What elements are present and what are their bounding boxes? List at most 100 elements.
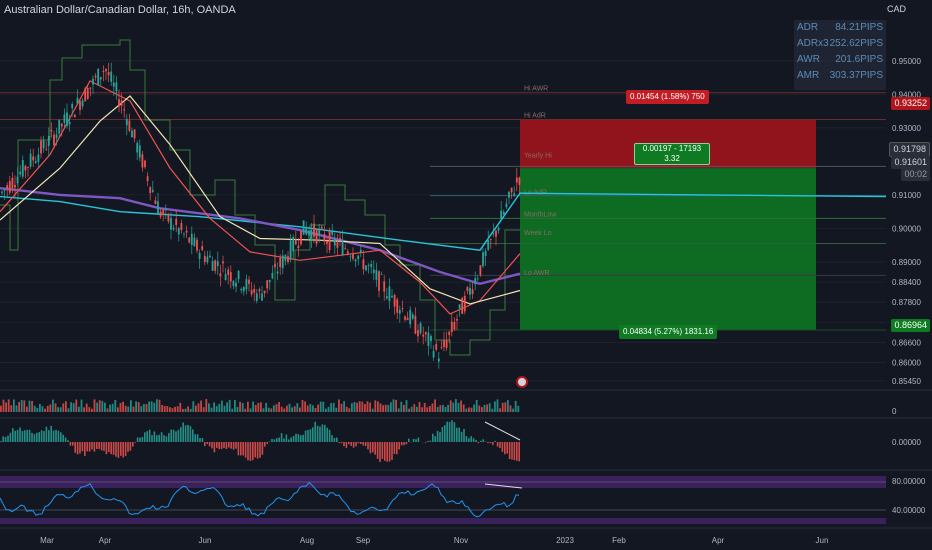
candle-body xyxy=(149,186,152,194)
volume-bar xyxy=(247,401,249,412)
level-label: Hi AWR xyxy=(524,86,548,93)
candle xyxy=(463,291,466,315)
oscillator-bar xyxy=(228,442,230,448)
candle-body xyxy=(110,71,113,82)
candle-body xyxy=(388,286,391,302)
oscillator-bar xyxy=(148,429,151,442)
time-tick-label: Aug xyxy=(300,536,314,545)
oscillator-bar xyxy=(460,431,463,442)
candle-body xyxy=(268,279,271,283)
volume-bar xyxy=(392,399,395,412)
oscillator-bar xyxy=(242,442,244,456)
volume-bar xyxy=(405,400,408,412)
candle xyxy=(29,148,32,169)
volume-bar xyxy=(49,404,52,412)
candle-body xyxy=(209,255,211,258)
oscillator-bar xyxy=(405,442,408,445)
candle-body xyxy=(203,255,206,262)
candle-body xyxy=(424,332,427,335)
oscillator-bar xyxy=(321,424,324,442)
oscillator-bar xyxy=(201,437,204,442)
volume-bar xyxy=(117,407,119,412)
volume-bar xyxy=(416,406,418,412)
candle-body xyxy=(222,261,224,264)
candle xyxy=(190,226,193,255)
time-tick-label: Apr xyxy=(712,536,725,545)
candle-body xyxy=(81,100,84,107)
volume-bar xyxy=(241,403,244,412)
candle-body xyxy=(97,68,100,86)
candle-body xyxy=(102,70,105,73)
volume-bar xyxy=(215,406,218,412)
oscillator-bar xyxy=(436,430,439,442)
time-tick-label: Apr xyxy=(99,536,112,545)
volume-bar xyxy=(353,401,356,412)
volume-bar xyxy=(275,404,278,412)
oscillator-bar xyxy=(261,442,264,455)
volume-bar xyxy=(460,400,462,412)
candle-body xyxy=(235,282,237,287)
volume-bar xyxy=(44,408,46,412)
volume-bar xyxy=(98,400,101,412)
candle-body xyxy=(58,119,61,134)
candle xyxy=(1,190,3,196)
candle-body xyxy=(73,114,76,118)
candle xyxy=(515,167,518,192)
candle xyxy=(307,229,310,241)
candle xyxy=(71,101,74,117)
candle-body xyxy=(391,295,393,298)
volume-bar xyxy=(517,405,520,412)
oscillator-bar xyxy=(470,436,472,442)
candle-body xyxy=(318,229,321,235)
time-tick-label: 2023 xyxy=(556,536,574,545)
volume-bar xyxy=(288,403,291,412)
oscillator-panel xyxy=(0,420,521,462)
candle-body xyxy=(510,187,513,193)
candle xyxy=(123,100,126,118)
candle xyxy=(196,237,198,254)
candle xyxy=(11,172,14,194)
volume-bar xyxy=(10,405,13,412)
candle-body xyxy=(508,191,510,198)
oscillator-bar xyxy=(165,436,168,442)
volume-bar xyxy=(88,407,91,412)
candle-body xyxy=(253,288,256,293)
candle xyxy=(258,287,261,299)
candle xyxy=(297,238,300,257)
mid-label: 0.00197 - 17193 3.32 xyxy=(634,143,710,165)
candle-body xyxy=(349,256,352,258)
candle-body xyxy=(63,114,66,123)
volume-bar xyxy=(161,404,163,412)
oscillator-bar xyxy=(336,437,338,442)
volume-bar xyxy=(249,408,252,412)
candle-body xyxy=(458,304,461,309)
volume-bar xyxy=(202,407,205,412)
volume-bar xyxy=(101,400,104,412)
candle-body xyxy=(484,250,487,257)
candle xyxy=(456,314,458,331)
volume-bar xyxy=(418,401,421,412)
candle xyxy=(505,198,508,210)
candle-body xyxy=(123,109,126,111)
volume-bar xyxy=(358,401,361,412)
candle xyxy=(40,136,42,159)
candle xyxy=(409,306,412,329)
candle-body xyxy=(502,211,505,215)
oscillator-bar xyxy=(103,442,105,451)
oscillator-bar xyxy=(153,431,156,442)
time-tick-label: Nov xyxy=(454,536,468,545)
candle-body xyxy=(435,343,438,350)
volume-bar xyxy=(31,400,33,412)
candle xyxy=(419,321,422,335)
candle xyxy=(331,223,334,237)
oscillator-bar xyxy=(403,442,405,446)
candle xyxy=(406,311,409,321)
oscillator-bar xyxy=(412,438,415,442)
candle-body xyxy=(515,177,518,183)
candle xyxy=(177,226,180,242)
volume-bar xyxy=(426,407,429,412)
candle-body xyxy=(261,293,263,301)
candle xyxy=(66,103,68,129)
candle xyxy=(68,114,71,132)
